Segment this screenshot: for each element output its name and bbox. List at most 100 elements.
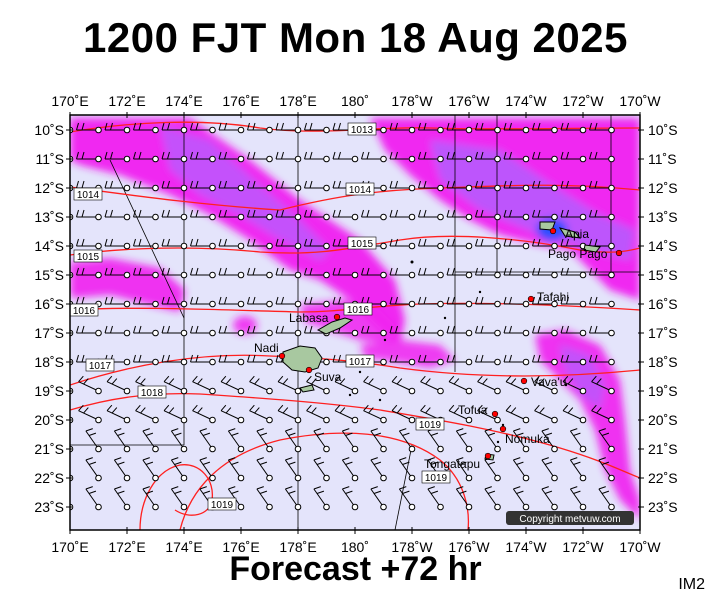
wind-barb — [560, 354, 587, 366]
wind-barb — [113, 457, 131, 482]
lat-label-right: 23˚S — [648, 499, 678, 515]
wind-barb — [389, 296, 416, 308]
isobar-label: 1015 — [347, 236, 377, 250]
wind-barb — [192, 404, 216, 424]
wind-barb — [76, 267, 102, 279]
place-nomuka: Nomuka — [499, 425, 550, 446]
lon-label-bottom: 176˚E — [222, 539, 259, 555]
wind-barb — [370, 428, 387, 453]
wind-barb — [304, 180, 330, 192]
wind-barb — [332, 151, 359, 163]
svg-text:1019: 1019 — [419, 420, 442, 431]
wind-barb — [532, 180, 558, 192]
wind-barb — [398, 457, 416, 482]
lon-labels-top: 170˚E 172˚E 174˚E 176˚E 178˚E 180˚ 178˚W 176˚W 1… — [51, 93, 661, 118]
wind-barb — [598, 428, 615, 453]
lat-label-right: 10˚S — [648, 122, 678, 138]
wind-barb — [541, 457, 558, 482]
wind-barb — [104, 296, 131, 308]
wind-barb — [418, 209, 444, 221]
wind-barb — [391, 375, 416, 395]
lon-label-bottom: 172˚E — [108, 539, 145, 555]
small-islands — [348, 248, 587, 444]
svg-text:1017: 1017 — [89, 361, 112, 372]
wind-barb — [161, 296, 188, 308]
wind-barb — [161, 209, 188, 221]
wind-barb — [503, 296, 530, 308]
isobar-labels: 1013 1014 1014 1015 1015 1016 1016 1017 1017 1018… — [70, 122, 451, 511]
wind-barb — [418, 267, 444, 279]
wind-barb — [532, 238, 558, 250]
wind-barb — [104, 122, 131, 134]
wind-barb — [503, 180, 530, 192]
svg-text:Nadi: Nadi — [254, 341, 279, 355]
wind-barb — [332, 267, 359, 279]
place-nadi: Nadi — [254, 341, 286, 360]
wind-barb — [277, 404, 302, 424]
lon-label-top: 178˚E — [279, 93, 316, 109]
wind-barb — [560, 325, 587, 337]
wind-barb — [503, 122, 530, 134]
wind-barb — [532, 267, 558, 279]
wind-barb — [275, 209, 302, 221]
lat-label-right: 12˚S — [648, 180, 678, 196]
lon-label-top: 174˚W — [505, 93, 547, 109]
svg-text:Apia: Apia — [565, 227, 589, 241]
wind-barb — [361, 325, 387, 337]
wind-barb — [534, 404, 558, 424]
wind-barb — [247, 238, 273, 250]
wind-barb — [199, 457, 216, 482]
wind-barb — [560, 209, 587, 221]
wind-barb — [313, 486, 330, 511]
wind-barb — [589, 122, 615, 134]
wind-barb — [133, 238, 159, 250]
wind-barb — [475, 238, 501, 250]
wind-barb — [190, 354, 216, 366]
wind-barb — [503, 325, 530, 337]
wind-barb — [389, 325, 416, 337]
upolu — [558, 227, 582, 239]
wind-barb — [104, 209, 131, 221]
wind-barb — [446, 209, 473, 221]
wind-barb — [190, 209, 216, 221]
wind-barb — [275, 122, 302, 134]
wind-barb — [135, 404, 159, 424]
wind-barb — [133, 267, 159, 279]
wind-barb — [446, 180, 473, 192]
wind-barb — [161, 267, 188, 279]
wind-barb — [446, 354, 473, 366]
isobar-label: 1016 — [343, 302, 373, 316]
wind-barb — [190, 325, 216, 337]
wind-barb — [398, 486, 416, 511]
wind-barb — [560, 122, 587, 134]
wind-barb — [170, 457, 188, 482]
wind-barb — [455, 428, 473, 453]
wind-barb — [446, 267, 473, 279]
wind-barb — [218, 151, 245, 163]
place-tongatapu: Tongatapu — [424, 452, 492, 471]
wind-barb — [503, 267, 530, 279]
svg-text:1016: 1016 — [347, 305, 370, 316]
wind-barb — [560, 267, 587, 279]
rain-blob-lau — [360, 340, 455, 368]
wind-barb — [475, 325, 501, 337]
rain-band-northeast-core — [430, 140, 635, 260]
kadavu — [299, 384, 315, 393]
rain-blob-kadavu — [233, 316, 257, 334]
wind-barb — [76, 122, 102, 134]
wind-barb — [589, 238, 615, 250]
wind-barb — [304, 238, 330, 250]
isobar-1015 — [70, 235, 640, 256]
wind-barb — [133, 296, 159, 308]
wind-barb — [218, 122, 245, 134]
wind-barb — [361, 267, 387, 279]
lat-label-right: 13˚S — [648, 209, 678, 225]
wind-barb — [218, 296, 245, 308]
isobar-label: 1015 — [73, 249, 103, 263]
wind-barb — [190, 267, 216, 279]
wind-barb — [455, 486, 473, 511]
lon-label-top: 170˚E — [51, 93, 88, 109]
wind-barb — [161, 151, 188, 163]
wind-barb — [455, 457, 473, 482]
wind-barb — [418, 238, 444, 250]
